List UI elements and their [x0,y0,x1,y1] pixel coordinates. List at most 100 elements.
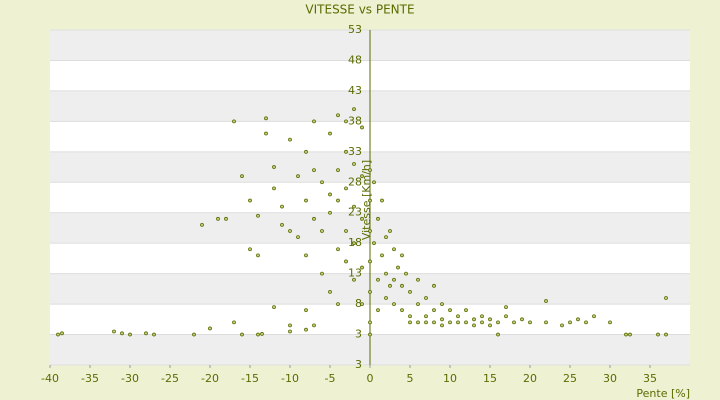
point [480,314,484,319]
point [440,317,444,322]
point [432,320,436,325]
point [416,277,420,282]
x-tick-label: 30 [603,372,617,385]
point [568,320,572,325]
point [248,198,252,203]
point [380,253,384,258]
point [336,247,340,252]
point [232,320,236,325]
y-tick-label: 33 [348,145,362,158]
point [628,332,632,337]
point [472,317,476,322]
point [416,320,420,325]
point [288,137,292,142]
point [272,186,276,191]
point [328,290,332,294]
point [320,271,324,276]
point [320,229,324,233]
point [368,290,372,294]
point [376,308,380,313]
point [488,323,492,328]
point [584,320,588,325]
point [112,329,116,334]
point [296,235,300,239]
point [56,332,60,337]
point [328,131,332,136]
x-tick-label: 20 [523,372,537,385]
point [592,314,596,319]
y-tick-label: 53 [348,23,362,36]
point [264,131,268,136]
point [120,331,124,336]
point [144,331,148,336]
point [372,180,376,185]
point [480,320,484,325]
point [520,317,524,322]
point [280,223,284,227]
point [368,259,372,264]
point [344,229,348,233]
point [664,332,668,337]
point [608,320,612,325]
point [256,253,260,258]
point [544,320,548,325]
point [384,235,388,239]
point [624,332,628,337]
point [388,229,392,233]
point [360,174,364,179]
point [388,283,392,288]
point [304,308,308,313]
point [368,320,372,325]
y-tick-label: 23 [348,206,362,219]
point [404,271,408,276]
point [576,317,580,322]
x-tick-label: 10 [443,372,457,385]
point [544,299,548,303]
point [336,168,340,172]
point [288,329,292,334]
point [360,216,364,221]
point [432,308,436,313]
point [440,302,444,306]
x-tick-label: -25 [161,372,179,385]
point [256,213,260,218]
point [192,332,196,337]
y-tick-label: 43 [348,84,362,97]
x-tick-label: 35 [643,372,657,385]
point [216,216,220,221]
point [448,308,452,313]
point [456,314,460,319]
point [432,283,436,288]
point [372,241,376,246]
point [488,317,492,322]
point [336,302,340,306]
point [416,302,420,306]
point [376,216,380,221]
point [464,308,468,313]
point [472,323,476,328]
point [240,174,244,179]
x-tick-label: -40 [41,372,59,385]
point [264,116,268,121]
point [240,332,244,337]
point [504,305,508,310]
y-tick-label: 3 [355,358,362,371]
point [152,332,156,337]
point [272,305,276,310]
x-tick-label: -10 [281,372,299,385]
point [396,265,400,270]
point [400,308,404,313]
point [336,113,340,118]
x-tick-label: -5 [325,372,336,385]
point [368,332,372,337]
point [248,247,252,252]
point [352,277,356,282]
point [256,332,260,337]
point [448,320,452,325]
y-tick-label: 13 [348,267,362,280]
point [496,332,500,337]
point [464,320,468,325]
point [368,168,372,172]
point [312,216,316,221]
